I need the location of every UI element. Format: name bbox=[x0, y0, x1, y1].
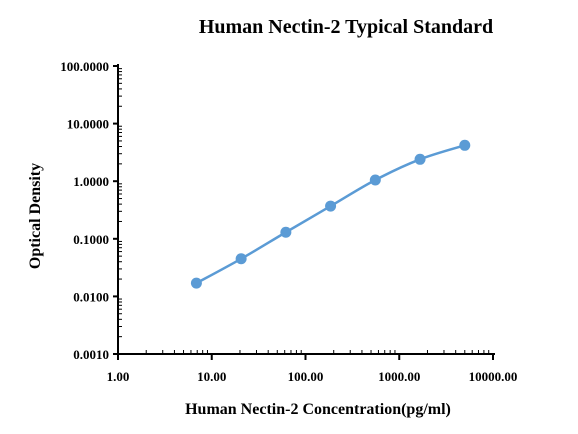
y-tick-label: 1.0000 bbox=[73, 174, 109, 189]
x-tick-label: 10.00 bbox=[197, 369, 226, 384]
y-tick-label: 0.0100 bbox=[73, 289, 109, 304]
x-tick-label: 100.00 bbox=[288, 369, 324, 384]
y-tick-label: 0.1000 bbox=[73, 232, 109, 247]
x-tick-label: 10000.00 bbox=[469, 369, 518, 384]
x-tick-label: 1000.00 bbox=[378, 369, 420, 384]
y-tick-label: 0.0010 bbox=[73, 347, 109, 362]
x-axis-ticks: 1.00 10.00 100.00 1000.00 10000.00 bbox=[107, 350, 518, 384]
chart-title: Human Nectin-2 Typical Standard bbox=[199, 16, 493, 38]
data-point bbox=[369, 174, 381, 186]
data-point bbox=[280, 226, 292, 238]
data-point bbox=[459, 139, 471, 151]
data-point bbox=[325, 200, 337, 212]
y-axis-label: Optical Density bbox=[27, 163, 44, 269]
y-axis-ticks: 0.0010 0.0100 0.1000 1.0000 10.0000 100.0000 bbox=[60, 59, 122, 362]
y-tick-label: 100.0000 bbox=[60, 59, 109, 74]
series-line bbox=[195, 144, 466, 285]
x-axis-label: Human Nectin-2 Concentration(pg/ml) bbox=[185, 401, 451, 418]
data-point bbox=[190, 277, 202, 289]
y-tick-label: 10.0000 bbox=[67, 117, 109, 132]
plot-area bbox=[190, 139, 471, 289]
data-point bbox=[235, 253, 247, 265]
data-point bbox=[414, 153, 426, 165]
x-tick-label: 1.00 bbox=[107, 369, 130, 384]
axes bbox=[117, 64, 495, 355]
